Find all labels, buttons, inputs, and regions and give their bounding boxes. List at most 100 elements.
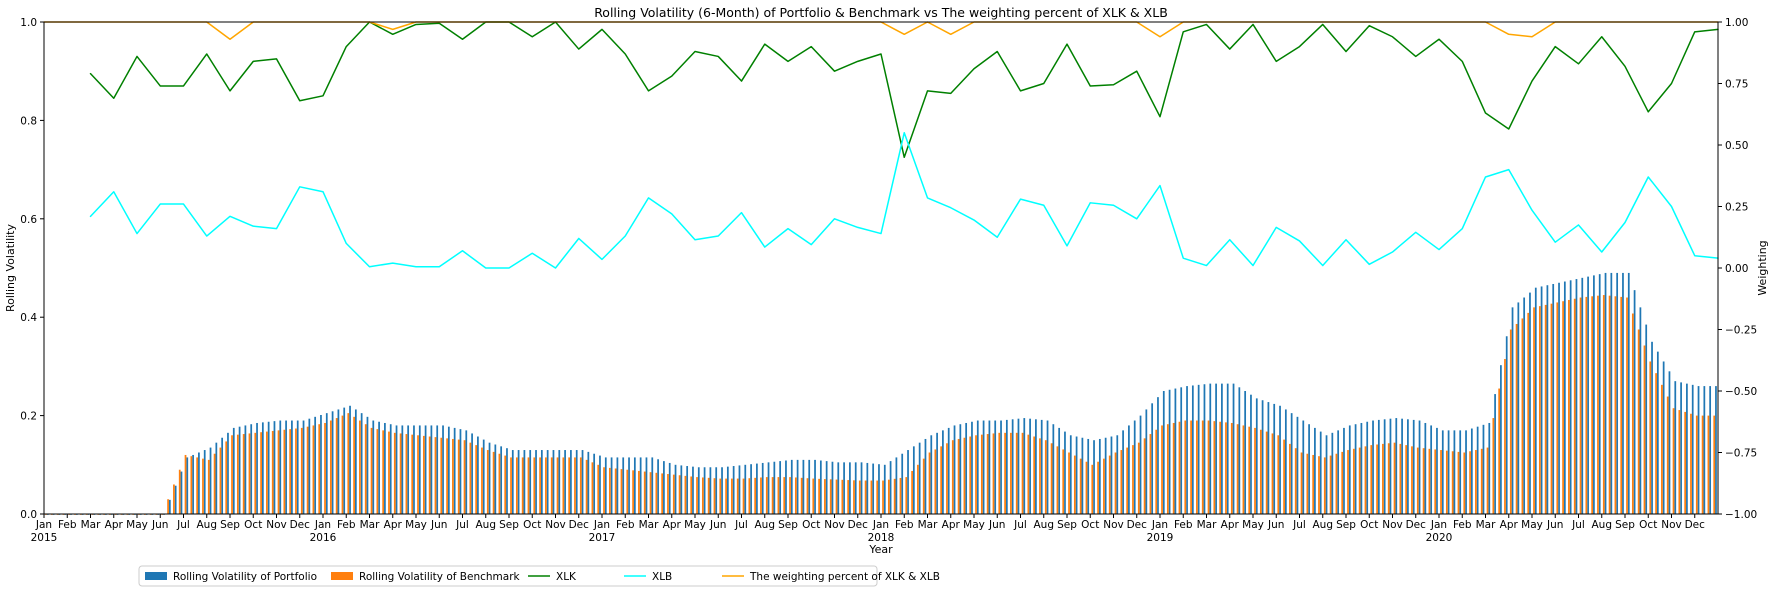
bar [1544, 304, 1547, 514]
bar [633, 457, 636, 514]
bar [1027, 434, 1030, 514]
bar [469, 442, 472, 514]
bar [1382, 443, 1384, 514]
x-tick-label: Dec [848, 519, 869, 531]
bar [556, 457, 559, 514]
bar [254, 432, 257, 514]
bar [963, 437, 966, 514]
bar [1244, 391, 1247, 514]
bar [663, 461, 665, 514]
bar [232, 427, 235, 514]
bar [527, 457, 530, 514]
bar [632, 470, 634, 514]
bar [969, 436, 972, 514]
bar [1585, 296, 1588, 514]
x-tick-label: Mar [1197, 519, 1217, 531]
bar [1201, 420, 1204, 514]
x-tick-label: Jul [455, 519, 469, 531]
x-tick-label: Aug [475, 519, 496, 531]
x-tick-label: Oct [244, 519, 262, 531]
bar [756, 463, 758, 514]
bar [1358, 447, 1361, 514]
bar [674, 464, 677, 514]
bar [796, 459, 799, 514]
bar [1306, 453, 1309, 514]
y2-tick-label: 0.50 [1725, 140, 1748, 152]
bar [912, 446, 915, 514]
bar [1517, 302, 1520, 514]
bar [1593, 275, 1595, 514]
bar [504, 455, 507, 514]
bar [494, 444, 497, 514]
x-tick-label: Mar [1476, 519, 1496, 531]
bar [376, 429, 379, 514]
bar [750, 464, 752, 514]
bar [858, 480, 861, 514]
bar [1436, 427, 1438, 514]
bar [1190, 420, 1192, 514]
bar [1713, 415, 1716, 514]
bar [1656, 351, 1659, 514]
x-year-label: 2017 [589, 532, 616, 544]
bar [1186, 386, 1188, 514]
x-tick-label: Feb [616, 519, 635, 531]
bar [517, 450, 520, 514]
x-tick-label: Jan [593, 519, 610, 531]
bar [540, 450, 543, 514]
bar [550, 457, 553, 514]
bar [1684, 411, 1687, 514]
bar [1191, 385, 1194, 514]
bar [1556, 302, 1559, 514]
bar [440, 437, 443, 514]
bar [715, 467, 718, 514]
bar [1225, 422, 1227, 514]
bar [1133, 420, 1136, 514]
bar [1230, 422, 1233, 514]
bar [370, 427, 373, 514]
bar [1197, 384, 1200, 514]
bar [1451, 451, 1454, 514]
bar [306, 426, 309, 514]
bar [521, 457, 524, 514]
y2-tick-label: −1.00 [1725, 509, 1757, 521]
x-tick-label: Apr [384, 519, 403, 531]
x-tick-label: Jun [709, 519, 726, 531]
bar [976, 420, 979, 514]
bar [1325, 435, 1328, 514]
x-tick-label: Apr [942, 519, 961, 531]
bar [802, 459, 805, 514]
bar [895, 457, 898, 514]
y2-tick-label: 0.25 [1725, 202, 1748, 214]
bar [930, 435, 933, 514]
bar [771, 477, 774, 514]
bar [1277, 435, 1280, 514]
bar [1387, 443, 1390, 514]
bar [1686, 383, 1688, 514]
bar [1538, 306, 1541, 514]
bar [1318, 456, 1320, 514]
bar [1447, 430, 1450, 514]
bar [1050, 443, 1053, 514]
bar [1383, 419, 1386, 514]
x-tick-label: Jan [872, 519, 889, 531]
bar [256, 422, 258, 514]
bar [1178, 421, 1181, 514]
bar [638, 470, 640, 514]
bar [1691, 384, 1694, 514]
x-tick-label: Sep [778, 519, 798, 531]
bar [1604, 272, 1607, 514]
bar [1643, 345, 1646, 514]
bar [1453, 430, 1456, 514]
bar [703, 467, 706, 514]
bar [219, 447, 222, 514]
bar [436, 425, 439, 514]
bar [1081, 437, 1084, 514]
bar [349, 405, 351, 514]
bar [266, 431, 268, 514]
bar [533, 457, 536, 514]
bar [452, 438, 454, 514]
bar [568, 457, 571, 514]
bar [1492, 418, 1495, 514]
bar [453, 427, 456, 514]
bar [883, 464, 886, 514]
